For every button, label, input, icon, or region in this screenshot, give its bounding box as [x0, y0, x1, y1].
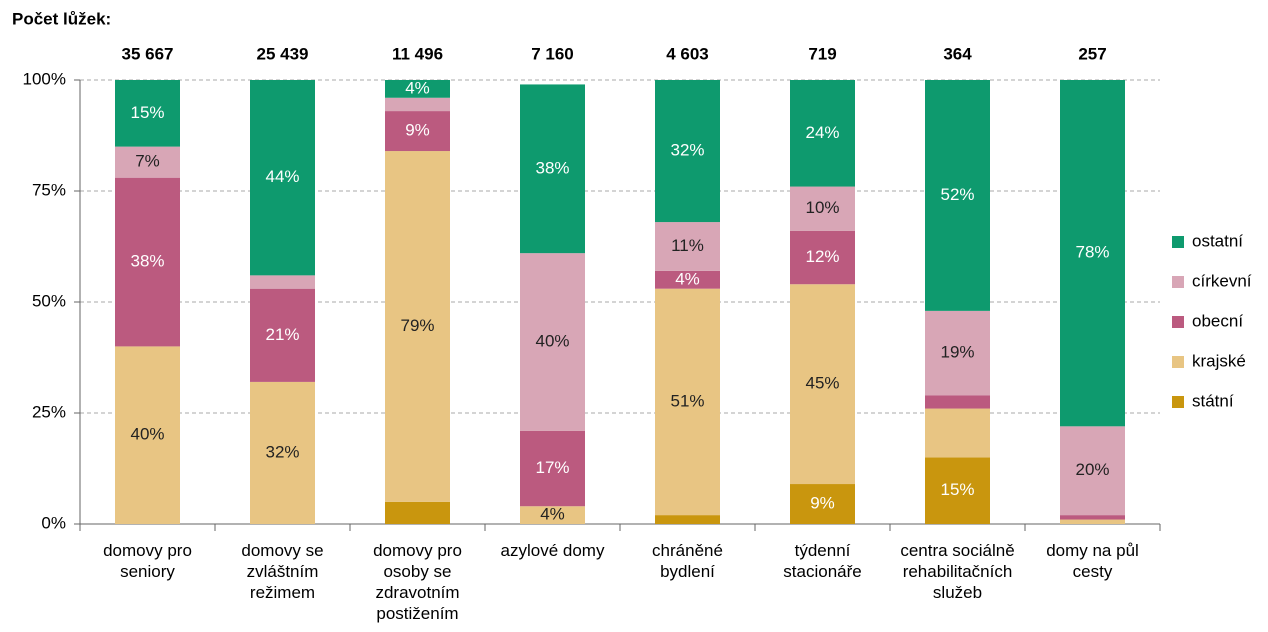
- data-label: 10%: [805, 198, 839, 217]
- bar-segment: [385, 80, 450, 98]
- bar-segment: [115, 177, 180, 347]
- bar-segment: [385, 97, 450, 112]
- bar-segment: [520, 506, 585, 524]
- bar-segment: [520, 84, 585, 254]
- bar-segment: [250, 288, 315, 382]
- bar-segment: [790, 186, 855, 231]
- bar-segment: [250, 381, 315, 524]
- x-tick-label: centra sociálně rehabilitačních služeb: [900, 541, 1015, 602]
- x-tick-label: domovy pro osoby se zdravotním postižení…: [373, 541, 462, 623]
- data-label: 79%: [400, 316, 434, 335]
- data-label: 44%: [265, 167, 299, 186]
- bar-segment: [115, 80, 180, 147]
- bar-segment: [250, 80, 315, 276]
- data-label: 4%: [675, 269, 700, 288]
- data-label: 15%: [130, 103, 164, 122]
- y-tick-label: 75%: [32, 180, 66, 199]
- data-label: 38%: [130, 252, 164, 271]
- bar-segment: [655, 288, 720, 516]
- bar-segment: [1060, 80, 1125, 427]
- data-label: 11%: [671, 236, 704, 255]
- bar-segment: [655, 222, 720, 271]
- bar-segment: [925, 395, 990, 409]
- total-label: 25 439: [257, 44, 309, 63]
- bar-segment: [790, 80, 855, 187]
- bar-segment: [655, 515, 720, 524]
- bar-segment: [1060, 426, 1125, 516]
- bar-segment: [790, 484, 855, 524]
- data-label: 17%: [535, 458, 569, 477]
- x-tick-label: týdenní stacionáře: [783, 541, 862, 581]
- bar-segment: [520, 430, 585, 507]
- bar-segment: [655, 80, 720, 223]
- bar-segment: [1060, 519, 1125, 524]
- total-label: 35 667: [122, 44, 174, 63]
- chart-title: Počet lůžek:: [12, 9, 111, 28]
- bar-segment: [925, 80, 990, 311]
- y-tick-label: 50%: [32, 291, 66, 310]
- x-tick-label: chráněné bydlení: [652, 541, 723, 581]
- total-label: 364: [943, 44, 972, 63]
- data-label: 32%: [265, 442, 299, 461]
- total-label: 719: [808, 44, 836, 63]
- data-label: 32%: [670, 141, 704, 160]
- legend-swatch: [1172, 276, 1184, 288]
- data-label: 7%: [135, 152, 160, 171]
- data-label: 78%: [1075, 243, 1109, 262]
- x-tick-label: azylové domy: [500, 541, 605, 560]
- bar-segment: [115, 346, 180, 524]
- data-label: 40%: [535, 331, 569, 350]
- bar-segment: [385, 151, 450, 502]
- bar-segment: [655, 270, 720, 289]
- y-tick-label: 25%: [32, 402, 66, 421]
- bar-segment: [790, 230, 855, 285]
- bar-segment: [385, 111, 450, 152]
- legend-swatch: [1172, 356, 1184, 368]
- data-label: 9%: [810, 494, 835, 513]
- legend-label: státní: [1192, 391, 1234, 410]
- bar-segment: [115, 146, 180, 178]
- bar-segment: [925, 408, 990, 458]
- x-tick-label: domovy pro seniory: [103, 541, 192, 581]
- bar-segment: [925, 457, 990, 524]
- total-label: 4 603: [666, 44, 709, 63]
- data-label: 52%: [940, 185, 974, 204]
- x-tick-label: domy na půl cesty: [1046, 541, 1139, 581]
- bar-segment: [1060, 515, 1125, 520]
- data-label: 4%: [405, 78, 430, 97]
- data-label: 40%: [130, 425, 164, 444]
- legend-label: obecní: [1192, 311, 1243, 330]
- legend-swatch: [1172, 396, 1184, 408]
- x-tick-label: domovy se zvláštním režimem: [241, 541, 324, 602]
- legend-swatch: [1172, 236, 1184, 248]
- legend-label: církevní: [1192, 271, 1252, 290]
- bar-segment: [520, 253, 585, 431]
- legend-swatch: [1172, 316, 1184, 328]
- bar-segment: [925, 310, 990, 396]
- legend-label: ostatní: [1192, 231, 1243, 250]
- y-tick-label: 100%: [23, 69, 66, 88]
- legend-label: krajské: [1192, 351, 1246, 370]
- data-label: 38%: [535, 158, 569, 177]
- data-label: 9%: [405, 121, 430, 140]
- total-label: 7 160: [531, 44, 574, 63]
- total-label: 257: [1078, 44, 1106, 63]
- data-label: 51%: [670, 391, 704, 410]
- data-label: 24%: [805, 123, 839, 142]
- data-label: 20%: [1075, 460, 1109, 479]
- data-label: 21%: [265, 325, 299, 344]
- data-label: 12%: [805, 247, 839, 266]
- data-label: 4%: [540, 505, 565, 524]
- data-label: 15%: [940, 480, 974, 499]
- bar-segment: [790, 284, 855, 485]
- bar-segment: [385, 501, 450, 524]
- bar-segment: [250, 275, 315, 289]
- total-label: 11 496: [392, 44, 443, 63]
- data-label: 19%: [940, 343, 974, 362]
- data-label: 45%: [805, 374, 839, 393]
- y-tick-label: 0%: [41, 513, 66, 532]
